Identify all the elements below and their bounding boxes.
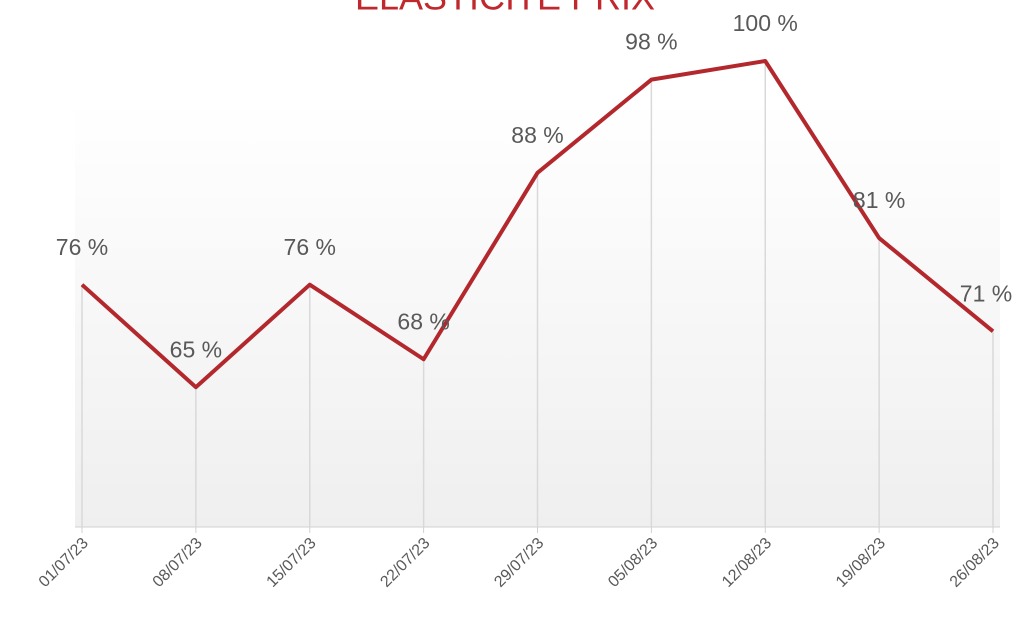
x-tick-label: 08/07/23 [150, 535, 206, 591]
data-label: 76 % [284, 234, 336, 260]
data-label: 71 % [960, 280, 1012, 306]
chart-title: ELASTICITÉ PRIX [355, 0, 655, 18]
x-tick-label: 15/07/23 [264, 535, 320, 591]
data-line [80, 59, 995, 390]
x-tick-label: 29/07/23 [491, 535, 547, 591]
x-tick-label: 19/08/23 [833, 535, 889, 591]
data-label: 65 % [170, 336, 222, 362]
data-label: 81 % [853, 187, 905, 213]
x-tick-label: 12/08/23 [719, 535, 775, 591]
x-tick-label: 05/08/23 [605, 535, 661, 591]
x-tick-label: 22/07/23 [377, 535, 433, 591]
x-tick-label: 01/07/23 [36, 535, 92, 591]
data-label: 98 % [625, 29, 677, 55]
data-label: 88 % [511, 122, 563, 148]
x-tick-label: 26/08/23 [947, 535, 1003, 591]
data-label: 100 % [733, 10, 798, 36]
data-label: 68 % [397, 308, 449, 334]
data-label: 76 % [56, 234, 108, 260]
